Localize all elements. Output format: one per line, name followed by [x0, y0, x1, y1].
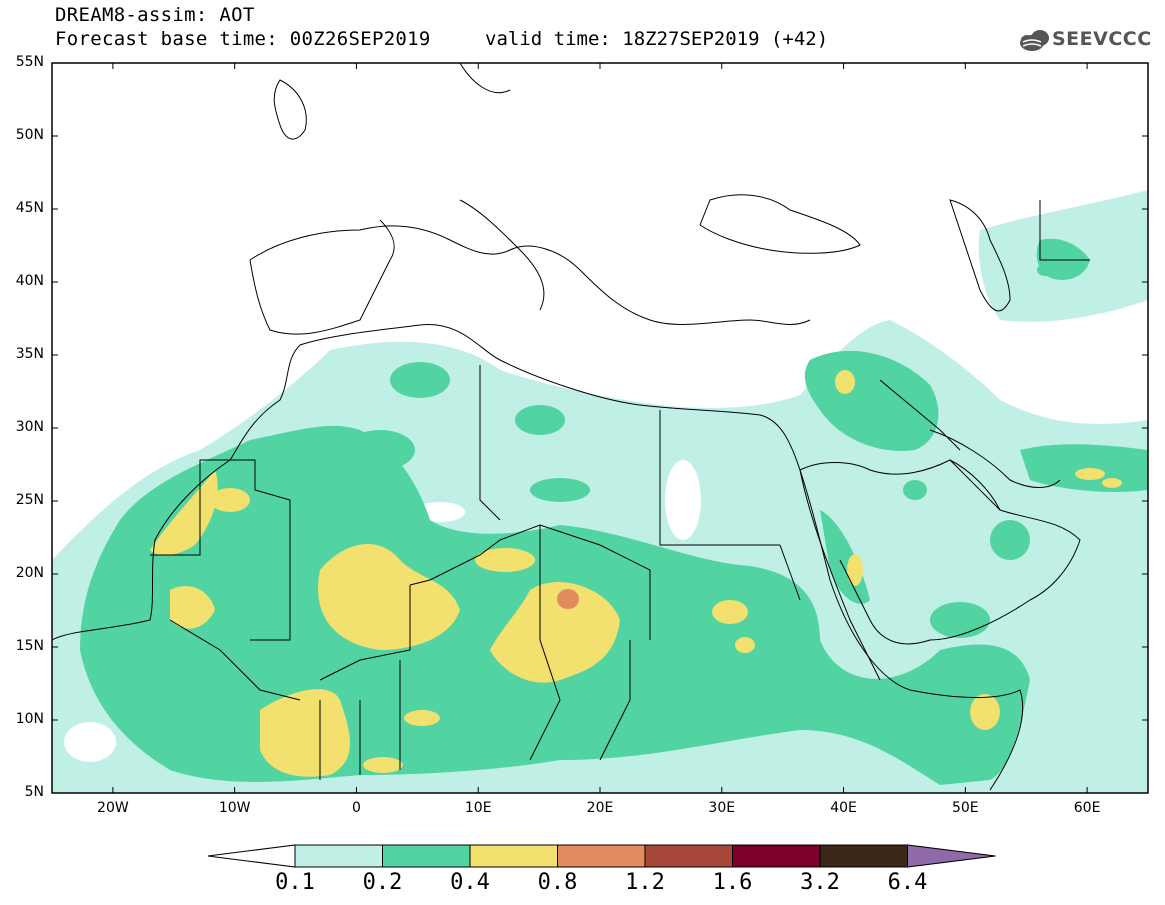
logo-text: SEEVCCC [1052, 28, 1152, 50]
lat-tick-label: 30N [15, 419, 44, 435]
lon-tick-label: 50E [951, 800, 979, 816]
colorbar-label: 6.4 [887, 870, 928, 895]
lat-tick-label: 35N [15, 346, 44, 362]
colorbar-label: 3.2 [800, 870, 840, 895]
lat-tick-label: 50N [15, 127, 44, 143]
aot-band-0.8 [557, 589, 579, 609]
cloud-icon [1020, 30, 1049, 51]
lon-tick-label: 0 [351, 800, 361, 816]
lat-tick-label: 10N [15, 711, 44, 727]
coastlines [52, 63, 1090, 791]
lon-tick-label: 20W [97, 800, 129, 816]
lat-tick-label: 55N [15, 54, 44, 70]
lat-tick-label: 45N [15, 200, 44, 216]
colorbar-label: 0.1 [275, 870, 315, 895]
colorbar-label: 1.2 [625, 870, 665, 895]
map-title: DREAM8-assim: AOT [55, 4, 255, 26]
lon-tick-label: 20E [586, 800, 614, 816]
lon-tick-label: 30E [708, 800, 736, 816]
valid-time: valid time: 18Z27SEP2019 (+42) [485, 28, 829, 50]
lon-tick-label: 60E [1073, 800, 1101, 816]
lat-tick-label: 15N [15, 638, 44, 654]
lat-tick-label: 5N [24, 784, 44, 800]
aot-band-0.4 [150, 370, 1122, 777]
lon-tick-label: 10W [218, 800, 251, 816]
axis-ticks [52, 62, 1148, 794]
forecast-base-time: Forecast base time: 00Z26SEP2019 [55, 28, 431, 50]
colorbar-label: 1.6 [712, 870, 753, 895]
lon-tick-label: 10E [464, 800, 492, 816]
lat-tick-label: 40N [15, 273, 44, 289]
lat-tick-label: 20N [15, 565, 44, 581]
colorbar-label: 0.4 [450, 870, 490, 895]
lat-tick-label: 25N [15, 492, 44, 508]
colorbar-label: 0.2 [362, 870, 403, 895]
colorbar-label: 0.8 [537, 870, 578, 895]
lon-tick-label: 40E [830, 800, 857, 816]
